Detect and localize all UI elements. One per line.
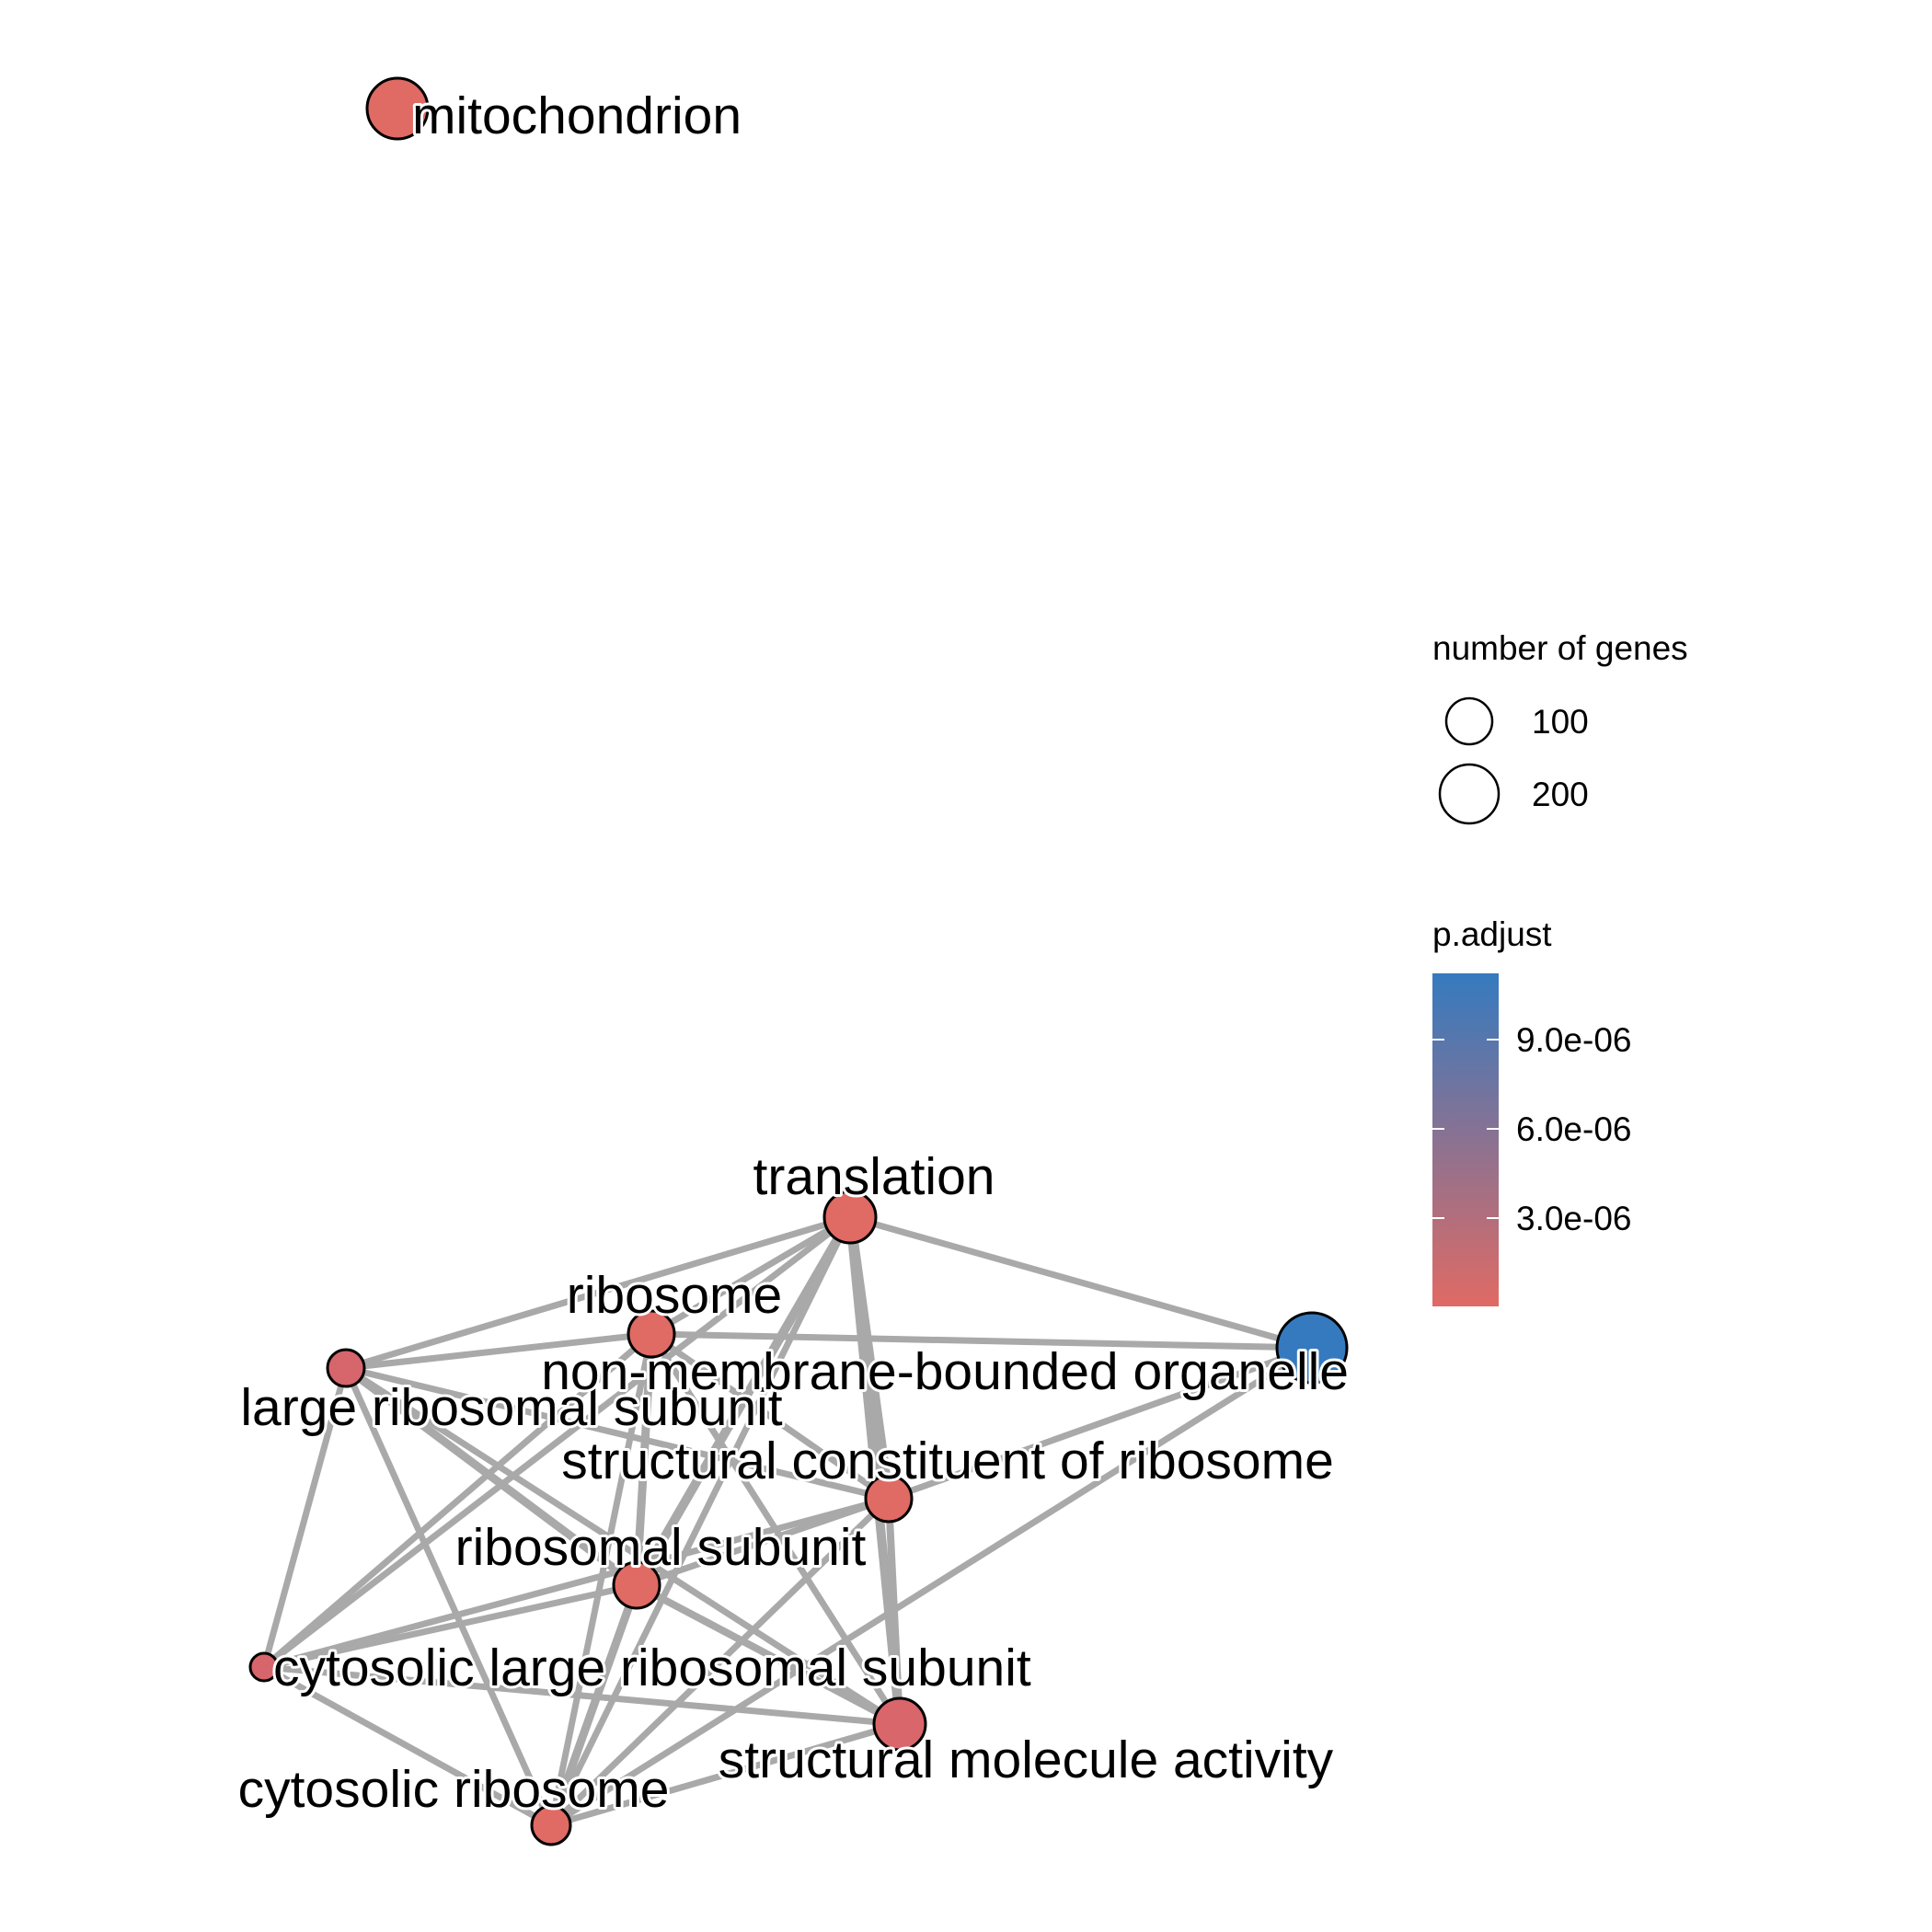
color-legend-tick-9e-06: 9.0e-06 — [1516, 1021, 1632, 1059]
node-structural-molecule — [872, 1696, 927, 1752]
color-legend-tick-6e-06: 6.0e-06 — [1516, 1110, 1632, 1148]
size-legend-label-100: 100 — [1532, 703, 1589, 741]
edge-cytosolic_large-cytosolic_ribosome — [262, 1663, 553, 1829]
node-label-cytosolic-ribosome: cytosolic ribosome — [238, 1760, 670, 1819]
node-large-ribosomal-subunit — [326, 1348, 366, 1388]
edge-structural_molecule-cytosolic_ribosome — [550, 1720, 901, 1829]
color-legend-bar — [1432, 973, 1499, 1306]
node-translation — [822, 1190, 878, 1245]
node-ribosome — [627, 1309, 676, 1359]
edge-non_membrane-cytosolic_ribosome — [549, 1345, 1314, 1828]
node-mitochondrion — [365, 76, 430, 141]
node-cytosolic-ribosome — [530, 1804, 572, 1846]
node-label-large-ribosomal-subunit: large ribosomal subunit — [240, 1378, 782, 1437]
node-ribosomal-subunit — [612, 1560, 661, 1610]
node-label-non-membrane: non-membrane-bounded organelle — [541, 1342, 1349, 1401]
node-cytosolic-large — [248, 1651, 280, 1683]
node-label-ribosomal-subunit: ribosomal subunit — [455, 1518, 867, 1577]
node-label-mitochondrion: mitochondrion — [412, 86, 742, 145]
edge-ribosome-cytosolic_ribosome — [547, 1333, 655, 1826]
edge-ribosomal_subunit-cytosolic_ribosome — [546, 1583, 641, 1827]
node-label-structural-molecule: structural molecule activity — [719, 1731, 1334, 1789]
edge-non_membrane-structural_constituent — [887, 1344, 1314, 1502]
node-label-translation: translation — [753, 1147, 995, 1206]
edge-ribosomal_subunit-structural_molecule — [635, 1581, 902, 1728]
color-legend-tick-3e-06: 3.0e-06 — [1516, 1200, 1632, 1237]
edge-ribosome-ribosomal_subunit — [632, 1333, 656, 1586]
edge-translation-structural_molecule — [845, 1216, 904, 1725]
edge-translation-non_membrane — [849, 1213, 1313, 1351]
edge-translation-large_ribosomal_subunit — [344, 1213, 852, 1372]
size-legend-title: number of genes — [1432, 629, 1688, 667]
size-legend-label-200: 200 — [1532, 776, 1589, 813]
node-label-cytosolic-large: cytosolic large ribosomal subunit — [273, 1639, 1031, 1697]
edge-cytosolic_large-structural_molecule — [263, 1663, 901, 1728]
edge-large_ribosomal_subunit-ribosomal_subunit — [343, 1364, 639, 1589]
edge-translation-cytosolic_large — [261, 1214, 853, 1670]
edge-structural_constituent-cytosolic_large — [263, 1495, 890, 1671]
edge-translation-cytosolic_ribosome — [547, 1215, 854, 1827]
color-legend-title: p.adjust — [1432, 915, 1552, 953]
edge-structural_constituent-structural_molecule — [885, 1498, 903, 1725]
size-legend-circle-200 — [1438, 763, 1501, 825]
edge-large_ribosomal_subunit-cytosolic_large — [260, 1367, 350, 1668]
edge-ribosome-large_ribosomal_subunit — [345, 1330, 652, 1372]
edge-large_ribosomal_subunit-cytosolic_ribosome — [342, 1366, 555, 1827]
edge-translation-ribosome — [650, 1213, 852, 1338]
node-non-membrane — [1275, 1311, 1349, 1385]
size-legend-circle-100 — [1444, 696, 1494, 746]
edge-ribosomal_subunit-cytosolic_large — [263, 1581, 638, 1671]
legend: number of genes 100 200 p.adjust 9.0e-06… — [1432, 629, 1688, 1306]
edge-ribosome-non_membrane — [650, 1330, 1313, 1351]
nodes-layer — [248, 76, 1349, 1846]
edge-large_ribosomal_subunit-structural_constituent — [345, 1364, 890, 1502]
node-label-structural-constituent: structural constituent of ribosome — [561, 1432, 1334, 1490]
node-structural-constituent — [864, 1474, 914, 1524]
edges-layer — [260, 1213, 1314, 1829]
labels-layer: mitochondrion translation ribosome large ri… — [236, 84, 1351, 1822]
edge-ribosome-structural_constituent — [650, 1331, 891, 1501]
node-label-ribosome: ribosome — [567, 1266, 782, 1325]
edge-ribosome-cytosolic_large — [261, 1331, 654, 1670]
edge-structural_constituent-cytosolic_ribosome — [548, 1496, 891, 1828]
